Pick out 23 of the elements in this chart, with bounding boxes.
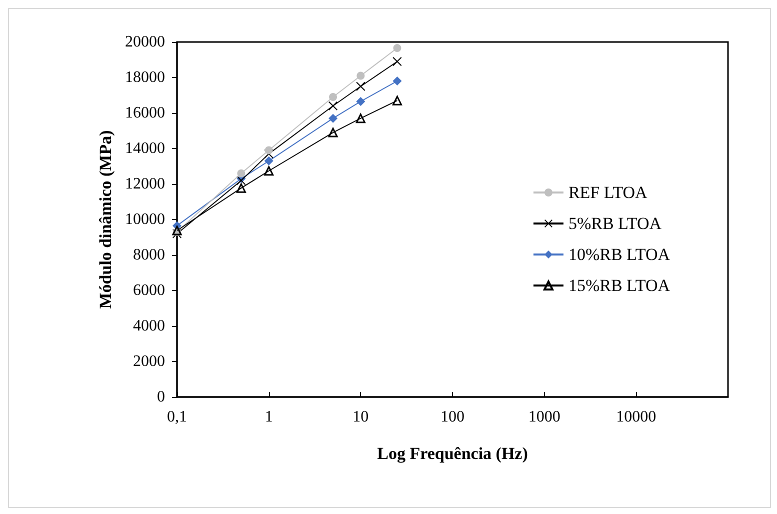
- y-axis-title: Módulo dinâmico (MPa): [96, 130, 116, 309]
- x-tick-label: 0,1: [167, 408, 187, 426]
- x-axis-title: Log Frequência (Hz): [377, 444, 528, 463]
- x-tick-label: 10000: [616, 408, 656, 426]
- x-tick-label: 100: [440, 408, 464, 426]
- y-tick-label: 18000: [125, 69, 165, 86]
- x-tick-label: 10: [352, 408, 369, 426]
- legend-label: REF LTOA: [568, 183, 648, 202]
- x-tick-label: 1000: [528, 408, 560, 426]
- legend-label: 10%RB LTOA: [568, 245, 671, 264]
- y-tick-label: 12000: [125, 176, 165, 192]
- x-tick-label: 1: [264, 408, 273, 426]
- y-tick-label: 14000: [125, 140, 165, 157]
- legend-label: 15%RB LTOA: [568, 276, 671, 295]
- y-tick-label: 10000: [125, 211, 165, 228]
- y-tick-label: 16000: [125, 104, 165, 122]
- y-tick-label: 2000: [133, 353, 165, 370]
- legend-label: 5%RB LTOA: [568, 214, 662, 233]
- y-tick-label: 4000: [133, 318, 165, 334]
- y-tick-label: 0: [157, 388, 165, 406]
- y-tick-label: 20000: [125, 34, 165, 50]
- y-tick-label: 8000: [133, 246, 165, 264]
- y-tick-label: 6000: [133, 282, 165, 299]
